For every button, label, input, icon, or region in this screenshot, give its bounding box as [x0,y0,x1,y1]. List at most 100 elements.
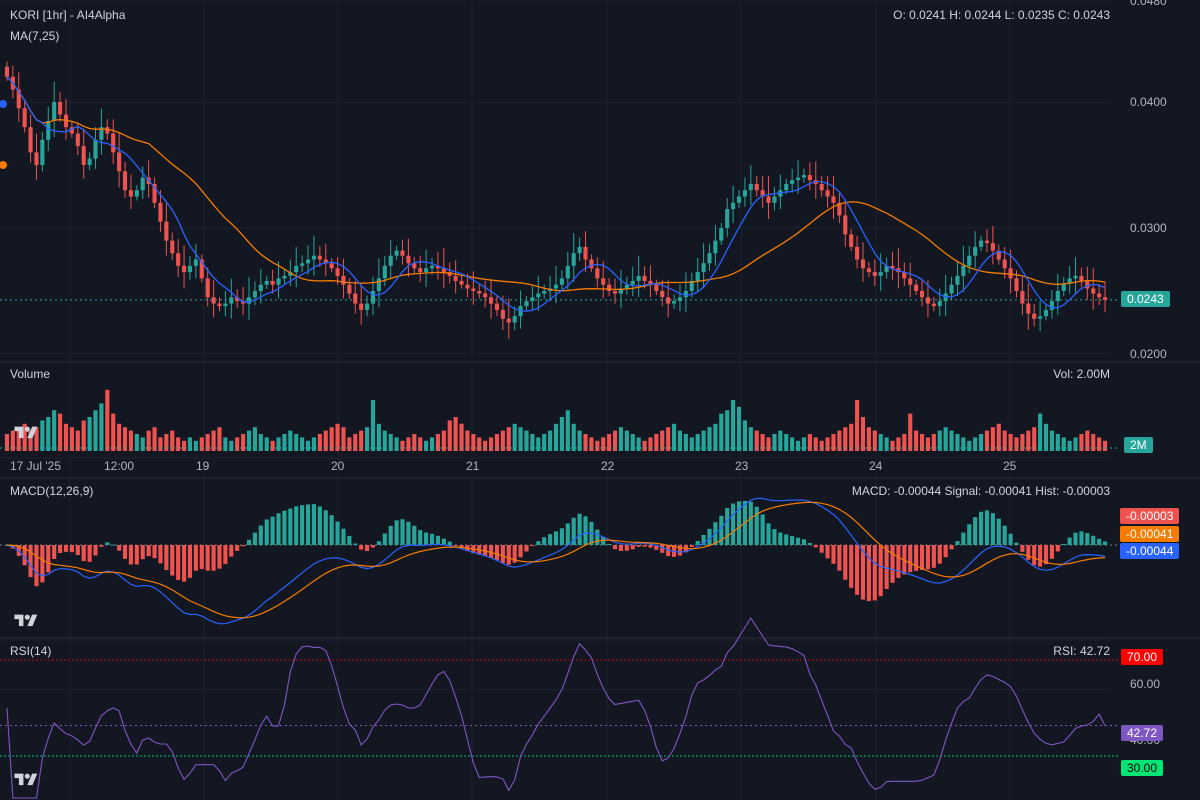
macd-hist-bar [435,535,440,545]
volume-bar [695,434,700,451]
macd-hist-bar [624,545,629,551]
volume-bar [583,434,588,451]
macd-hist-bar [979,511,984,545]
volume-last-tag: 2M [1124,437,1153,453]
volume-bar [748,427,753,451]
volume-bar [205,434,210,451]
macd-hist-bar [347,536,352,545]
macd-line [6,497,1106,625]
candle-body [93,139,98,159]
candle-body [937,301,942,307]
volume-bar [530,434,535,451]
volume-bar [961,437,966,451]
macd-hist-bar [1061,543,1066,545]
time-tick-23: 23 [735,459,749,473]
macd-hist-bar [766,523,771,545]
candle-body [607,284,612,291]
candle-body [105,127,110,134]
candle-body [1008,268,1013,279]
volume-bar [843,427,848,451]
volume-bar [199,437,204,451]
candle-body [40,139,45,165]
volume-bar [229,440,234,451]
candle-body [624,284,629,289]
volume-bar [1002,430,1007,451]
volume-bar [807,434,812,451]
volume-bar [559,417,564,451]
candle-body [914,284,919,291]
candle-body [406,255,411,264]
candle-body [365,303,370,310]
chart-title: KORI [1hr] - AI4Alpha [10,8,126,22]
volume-bar [270,440,275,451]
macd-hist-bar [341,528,346,545]
volume-bar [1038,413,1043,451]
candle-body [825,190,830,197]
volume-bar [1032,427,1037,451]
macd-hist-bar [58,545,63,553]
candle-body [955,275,960,285]
volume-bar [10,430,15,451]
candle-body [866,268,871,273]
volume-bar [701,430,706,451]
macd-hist-bar [400,519,405,545]
volume-bar [736,406,742,451]
price-tick-0300: 0.0300 [1130,221,1167,235]
macd-hist-bar [370,545,376,548]
candle-body [99,127,104,140]
macd-hist-bar [967,524,972,545]
macd-hist-bar [884,545,889,590]
candle-body [931,303,936,307]
volume-bar [1079,434,1084,451]
macd-hist-bar [229,545,234,557]
macd-hist-bar [1008,533,1013,545]
macd-hist-bar [984,510,990,545]
candle-body [294,265,299,273]
candle-body [164,221,169,241]
volume-bar [311,437,317,451]
candle-body [601,278,606,285]
time-tick-19: 19 [196,459,210,473]
volume-bar [69,427,74,451]
volume-bar [305,440,311,451]
candle-body [500,309,505,319]
macd-hist-bar [731,503,736,545]
macd-hist-bar [530,545,535,547]
macd-hist-bar [494,545,500,561]
candle-body [990,243,995,251]
volume-bar [477,437,482,451]
volume-bar [241,434,246,451]
candle-body [276,278,281,285]
macd-hist-bar [447,541,452,545]
macd-hist-bar [406,521,411,545]
candle-body [388,255,393,266]
macd-hist-bar [187,545,193,578]
tradingview-logo-icon [14,426,38,439]
volume-bar [376,423,381,451]
volume-bar [925,437,931,451]
candle-body [300,263,305,266]
candle-body [630,280,635,285]
price-pane [0,61,1118,339]
macd-hist-bar [996,518,1001,545]
volume-bar [506,427,511,451]
macd-hist-bar [1067,537,1072,545]
volume-bar [187,437,193,451]
volume-bar [441,430,446,451]
volume-bar [465,430,470,451]
candle-body [542,291,547,294]
candle-body [494,303,500,310]
macd-hist-bar [294,506,299,545]
volume-bar [831,434,836,451]
candle-body [902,272,907,279]
candle-body [984,240,990,244]
candle-body [453,275,458,281]
macd-hist-bar [117,545,122,551]
candle-body [1061,283,1066,291]
volume-bar [246,430,252,451]
macd-hist-bar [140,545,145,560]
macd-hist-bar [1079,531,1084,545]
volume-bar [4,434,10,451]
candle-body [642,275,647,281]
